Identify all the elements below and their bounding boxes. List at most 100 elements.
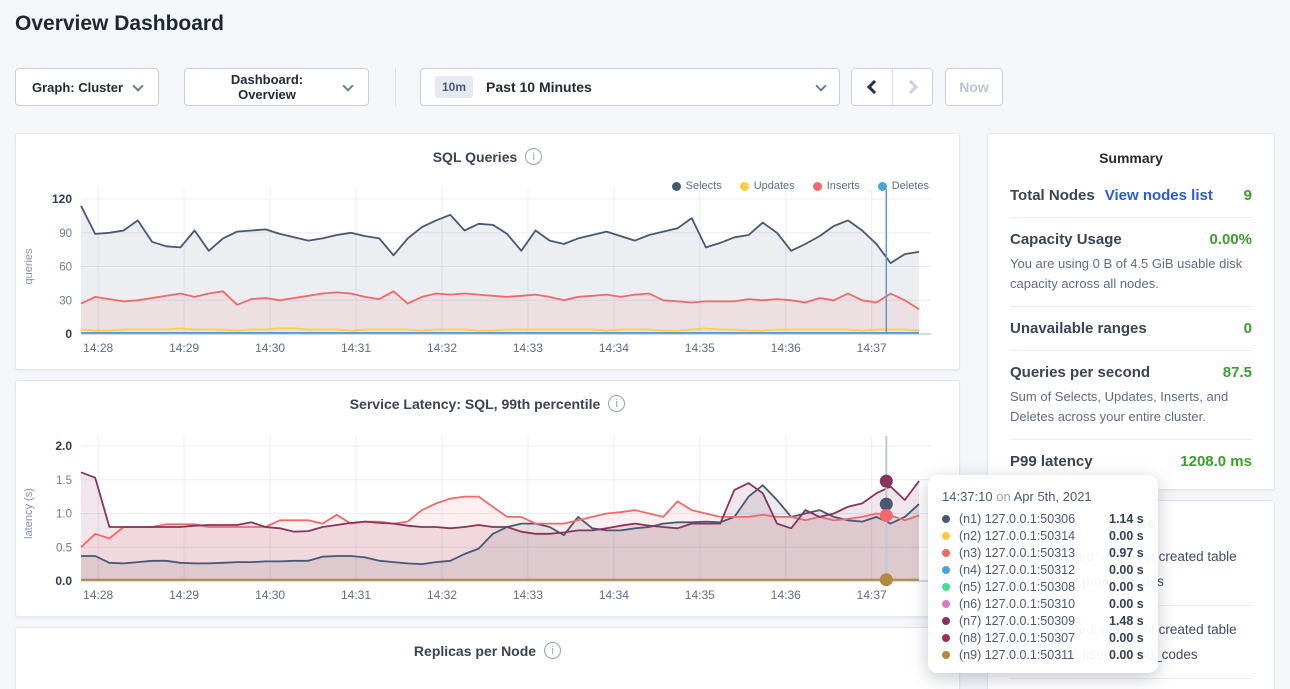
latency-value: 0.97 s bbox=[1109, 546, 1144, 560]
svg-text:queries: queries bbox=[23, 248, 35, 285]
tooltip-row: (n7) 127.0.0.1:503091.48 s bbox=[942, 612, 1144, 629]
svg-text:14:32: 14:32 bbox=[427, 341, 457, 355]
tooltip-row: (n1) 127.0.0.1:503061.14 s bbox=[942, 510, 1144, 527]
tooltip-rows: (n1) 127.0.0.1:503061.14 s(n2) 127.0.0.1… bbox=[942, 510, 1144, 663]
series-color-dot bbox=[942, 549, 950, 557]
svg-text:14:28: 14:28 bbox=[83, 588, 113, 602]
svg-text:14:31: 14:31 bbox=[341, 588, 371, 602]
svg-text:14:35: 14:35 bbox=[685, 588, 715, 602]
p99-latency-value: 1208.0 ms bbox=[1180, 453, 1252, 470]
time-step-button-group bbox=[851, 68, 933, 106]
svg-text:14:29: 14:29 bbox=[169, 341, 199, 355]
time-range-label: Past 10 Minutes bbox=[486, 79, 592, 95]
node-address: (n6) 127.0.0.1:50310 bbox=[959, 597, 1109, 611]
chevron-down-icon bbox=[342, 80, 353, 91]
node-address: (n4) 127.0.0.1:50312 bbox=[959, 563, 1109, 577]
svg-text:1.0: 1.0 bbox=[56, 509, 72, 521]
tooltip-row: (n6) 127.0.0.1:503100.00 s bbox=[942, 595, 1144, 612]
latency-value: 1.48 s bbox=[1109, 614, 1144, 628]
tooltip-header: 14:37:10 on Apr 5th, 2021 bbox=[942, 489, 1144, 504]
svg-text:2.0: 2.0 bbox=[55, 439, 72, 453]
service-latency-plot[interactable]: 14:2814:2914:3014:3114:3214:3314:3414:35… bbox=[16, 381, 961, 618]
latency-value: 0.00 s bbox=[1109, 563, 1144, 577]
chevron-down-icon bbox=[132, 80, 143, 91]
tooltip-row: (n5) 127.0.0.1:503080.00 s bbox=[942, 578, 1144, 595]
svg-text:14:36: 14:36 bbox=[771, 341, 801, 355]
time-next-button[interactable] bbox=[892, 69, 932, 105]
sql-queries-plot[interactable]: 14:2814:2914:3014:3114:3214:3314:3414:35… bbox=[16, 134, 961, 371]
svg-text:14:34: 14:34 bbox=[599, 588, 629, 602]
total-nodes-label: Total Nodes bbox=[1010, 187, 1095, 204]
series-color-dot bbox=[942, 515, 950, 523]
page-title: Overview Dashboard bbox=[15, 12, 224, 36]
unavailable-ranges-value: 0 bbox=[1244, 320, 1252, 337]
time-prev-button[interactable] bbox=[852, 69, 892, 105]
latency-value: 0.00 s bbox=[1109, 597, 1144, 611]
time-range-badge: 10m bbox=[435, 76, 473, 98]
svg-text:14:29: 14:29 bbox=[169, 588, 199, 602]
series-color-dot bbox=[942, 600, 950, 608]
svg-text:14:35: 14:35 bbox=[685, 341, 715, 355]
svg-text:90: 90 bbox=[59, 228, 72, 240]
chart-title: Replicas per Node bbox=[414, 643, 536, 659]
line-chart-svg[interactable]: 14:2814:2914:3014:3114:3214:3314:3414:35… bbox=[16, 381, 961, 618]
tooltip-row: (n2) 127.0.0.1:503140.00 s bbox=[942, 527, 1144, 544]
tooltip-row: (n4) 127.0.0.1:503120.00 s bbox=[942, 561, 1144, 578]
latency-value: 0.00 s bbox=[1109, 529, 1144, 543]
line-chart-svg[interactable]: 14:2814:2914:3014:3114:3214:3314:3414:35… bbox=[16, 134, 961, 371]
info-icon[interactable]: i bbox=[544, 642, 561, 659]
summary-row-total-nodes: Total Nodes View nodes list 9 bbox=[1010, 174, 1252, 218]
graph-dropdown[interactable]: Graph: Cluster bbox=[15, 68, 159, 106]
tooltip-row: (n9) 127.0.0.1:503110.00 s bbox=[942, 646, 1144, 663]
latency-value: 0.00 s bbox=[1109, 648, 1144, 662]
tooltip-time: 14:37:10 bbox=[942, 489, 993, 504]
dashboard-dropdown[interactable]: Dashboard: Overview bbox=[184, 68, 369, 106]
qps-description: Sum of Selects, Updates, Inserts, and De… bbox=[1010, 381, 1252, 426]
svg-text:14:37: 14:37 bbox=[857, 588, 887, 602]
svg-text:1.5: 1.5 bbox=[56, 475, 72, 487]
chart-title-row: Replicas per Node i bbox=[16, 642, 959, 659]
summary-row-capacity: Capacity Usage 0.00% You are using 0 B o… bbox=[1010, 218, 1252, 307]
summary-panel: Summary Total Nodes View nodes list 9 Ca… bbox=[987, 133, 1275, 490]
chevron-left-icon bbox=[867, 80, 881, 94]
p99-latency-label: P99 latency bbox=[1010, 453, 1093, 470]
svg-text:14:32: 14:32 bbox=[427, 588, 457, 602]
now-button[interactable]: Now bbox=[945, 68, 1003, 106]
svg-text:14:31: 14:31 bbox=[341, 341, 371, 355]
divider bbox=[395, 68, 396, 106]
summary-title: Summary bbox=[988, 134, 1274, 174]
dashboard-controls: Graph: Cluster Dashboard: Overview 10m P… bbox=[15, 68, 1003, 106]
svg-text:14:28: 14:28 bbox=[83, 341, 113, 355]
svg-text:14:33: 14:33 bbox=[513, 341, 543, 355]
latency-value: 0.00 s bbox=[1109, 631, 1144, 645]
time-range-dropdown[interactable]: 10m Past 10 Minutes bbox=[420, 68, 840, 106]
capacity-usage-value: 0.00% bbox=[1209, 231, 1252, 248]
summary-row-unavailable-ranges: Unavailable ranges 0 bbox=[1010, 307, 1252, 351]
svg-text:latency (s): latency (s) bbox=[23, 488, 35, 539]
svg-text:60: 60 bbox=[59, 262, 72, 274]
tooltip-on-word: on bbox=[996, 489, 1013, 504]
node-address: (n9) 127.0.0.1:50311 bbox=[959, 648, 1109, 662]
node-address: (n3) 127.0.0.1:50313 bbox=[959, 546, 1109, 560]
node-address: (n8) 127.0.0.1:50307 bbox=[959, 631, 1109, 645]
svg-text:120: 120 bbox=[52, 192, 72, 206]
tooltip-row: (n8) 127.0.0.1:503070.00 s bbox=[942, 629, 1144, 646]
sql-queries-chart-card: SQL Queries i SelectsUpdatesInsertsDelet… bbox=[15, 133, 960, 370]
view-nodes-list-link[interactable]: View nodes list bbox=[1105, 187, 1213, 204]
unavailable-ranges-label: Unavailable ranges bbox=[1010, 320, 1147, 337]
node-address: (n1) 127.0.0.1:50306 bbox=[959, 512, 1109, 526]
series-color-dot bbox=[942, 651, 950, 659]
total-nodes-value: 9 bbox=[1244, 187, 1252, 204]
chart-hover-tooltip: 14:37:10 on Apr 5th, 2021 (n1) 127.0.0.1… bbox=[928, 475, 1158, 673]
svg-text:0.5: 0.5 bbox=[56, 542, 72, 554]
series-color-dot bbox=[942, 566, 950, 574]
qps-value: 87.5 bbox=[1223, 364, 1252, 381]
node-address: (n7) 127.0.0.1:50309 bbox=[959, 614, 1109, 628]
chevron-right-icon bbox=[903, 80, 917, 94]
capacity-usage-label: Capacity Usage bbox=[1010, 231, 1122, 248]
svg-text:14:34: 14:34 bbox=[599, 341, 629, 355]
chevron-down-icon bbox=[815, 80, 826, 91]
svg-text:14:33: 14:33 bbox=[513, 588, 543, 602]
svg-text:14:37: 14:37 bbox=[857, 341, 887, 355]
svg-text:14:36: 14:36 bbox=[771, 588, 801, 602]
